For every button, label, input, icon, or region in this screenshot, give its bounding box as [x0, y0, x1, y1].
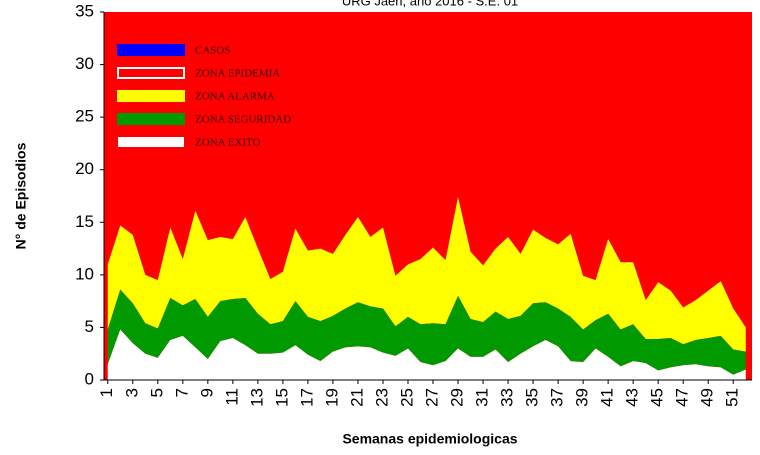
legend-swatch	[117, 113, 185, 125]
legend-swatch	[118, 137, 184, 147]
legend-label: ZONA EXITO	[195, 137, 261, 149]
x-tick-label: 13	[247, 388, 266, 407]
x-tick-label: 1	[97, 388, 116, 397]
x-axis-title: Semanas epidemiologicas	[342, 431, 517, 447]
legend-swatch	[117, 44, 185, 56]
y-tick-label: 25	[75, 107, 94, 126]
legend-swatch	[117, 67, 185, 79]
x-tick-label: 29	[448, 388, 467, 407]
x-tick-label: 7	[172, 388, 191, 397]
x-tick-label: 3	[122, 388, 141, 397]
y-tick-label: 20	[75, 159, 94, 178]
y-tick-label: 30	[75, 54, 94, 73]
x-tick-label: 9	[197, 388, 216, 397]
x-tick-label: 25	[397, 388, 416, 407]
y-axis-title: N° de Episodios	[13, 142, 29, 249]
x-tick-label: 35	[523, 388, 542, 407]
x-tick-label: 51	[723, 388, 742, 407]
zone-area	[107, 329, 746, 380]
legend-swatch	[117, 90, 185, 102]
legend-label: ZONA EPIDEMIA	[195, 68, 280, 80]
y-tick-label: 10	[75, 264, 94, 283]
x-tick-label: 21	[347, 388, 366, 407]
x-tick-label: 43	[623, 388, 642, 407]
y-tick-label: 0	[85, 369, 94, 388]
y-tick-label: 5	[85, 317, 94, 336]
x-tick-label: 15	[272, 388, 291, 407]
x-tick-label: 5	[147, 388, 166, 397]
x-tick-label: 27	[422, 388, 441, 407]
x-tick-label: 11	[222, 388, 241, 406]
x-tick-label: 49	[698, 388, 717, 407]
legend-label: ZONA SEGURIDAD	[195, 114, 291, 126]
x-tick-label: 33	[498, 388, 517, 407]
x-tick-label: 47	[673, 388, 692, 407]
y-tick-label: 15	[75, 212, 94, 231]
x-tick-label: 17	[297, 388, 316, 407]
x-tick-label: 45	[648, 388, 667, 407]
zone-area	[107, 289, 746, 375]
x-tick-label: 19	[322, 388, 341, 407]
legend-label: CASOS	[195, 45, 230, 57]
zone-area	[107, 197, 746, 352]
x-tick-label: 39	[573, 388, 592, 407]
x-tick-label: 23	[372, 388, 391, 407]
legend-label: ZONA ALARMA	[195, 91, 275, 103]
x-tick-label: 31	[473, 388, 492, 407]
x-tick-label: 41	[598, 388, 617, 407]
chart-title: URG Jaén, año 2016 - S.E. 01	[342, 0, 518, 8]
x-tick-label: 37	[548, 388, 567, 407]
y-tick-label: 35	[75, 1, 94, 20]
